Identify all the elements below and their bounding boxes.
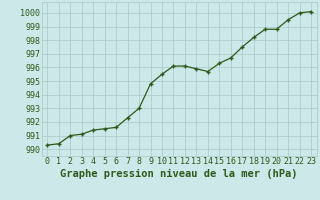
- X-axis label: Graphe pression niveau de la mer (hPa): Graphe pression niveau de la mer (hPa): [60, 169, 298, 179]
